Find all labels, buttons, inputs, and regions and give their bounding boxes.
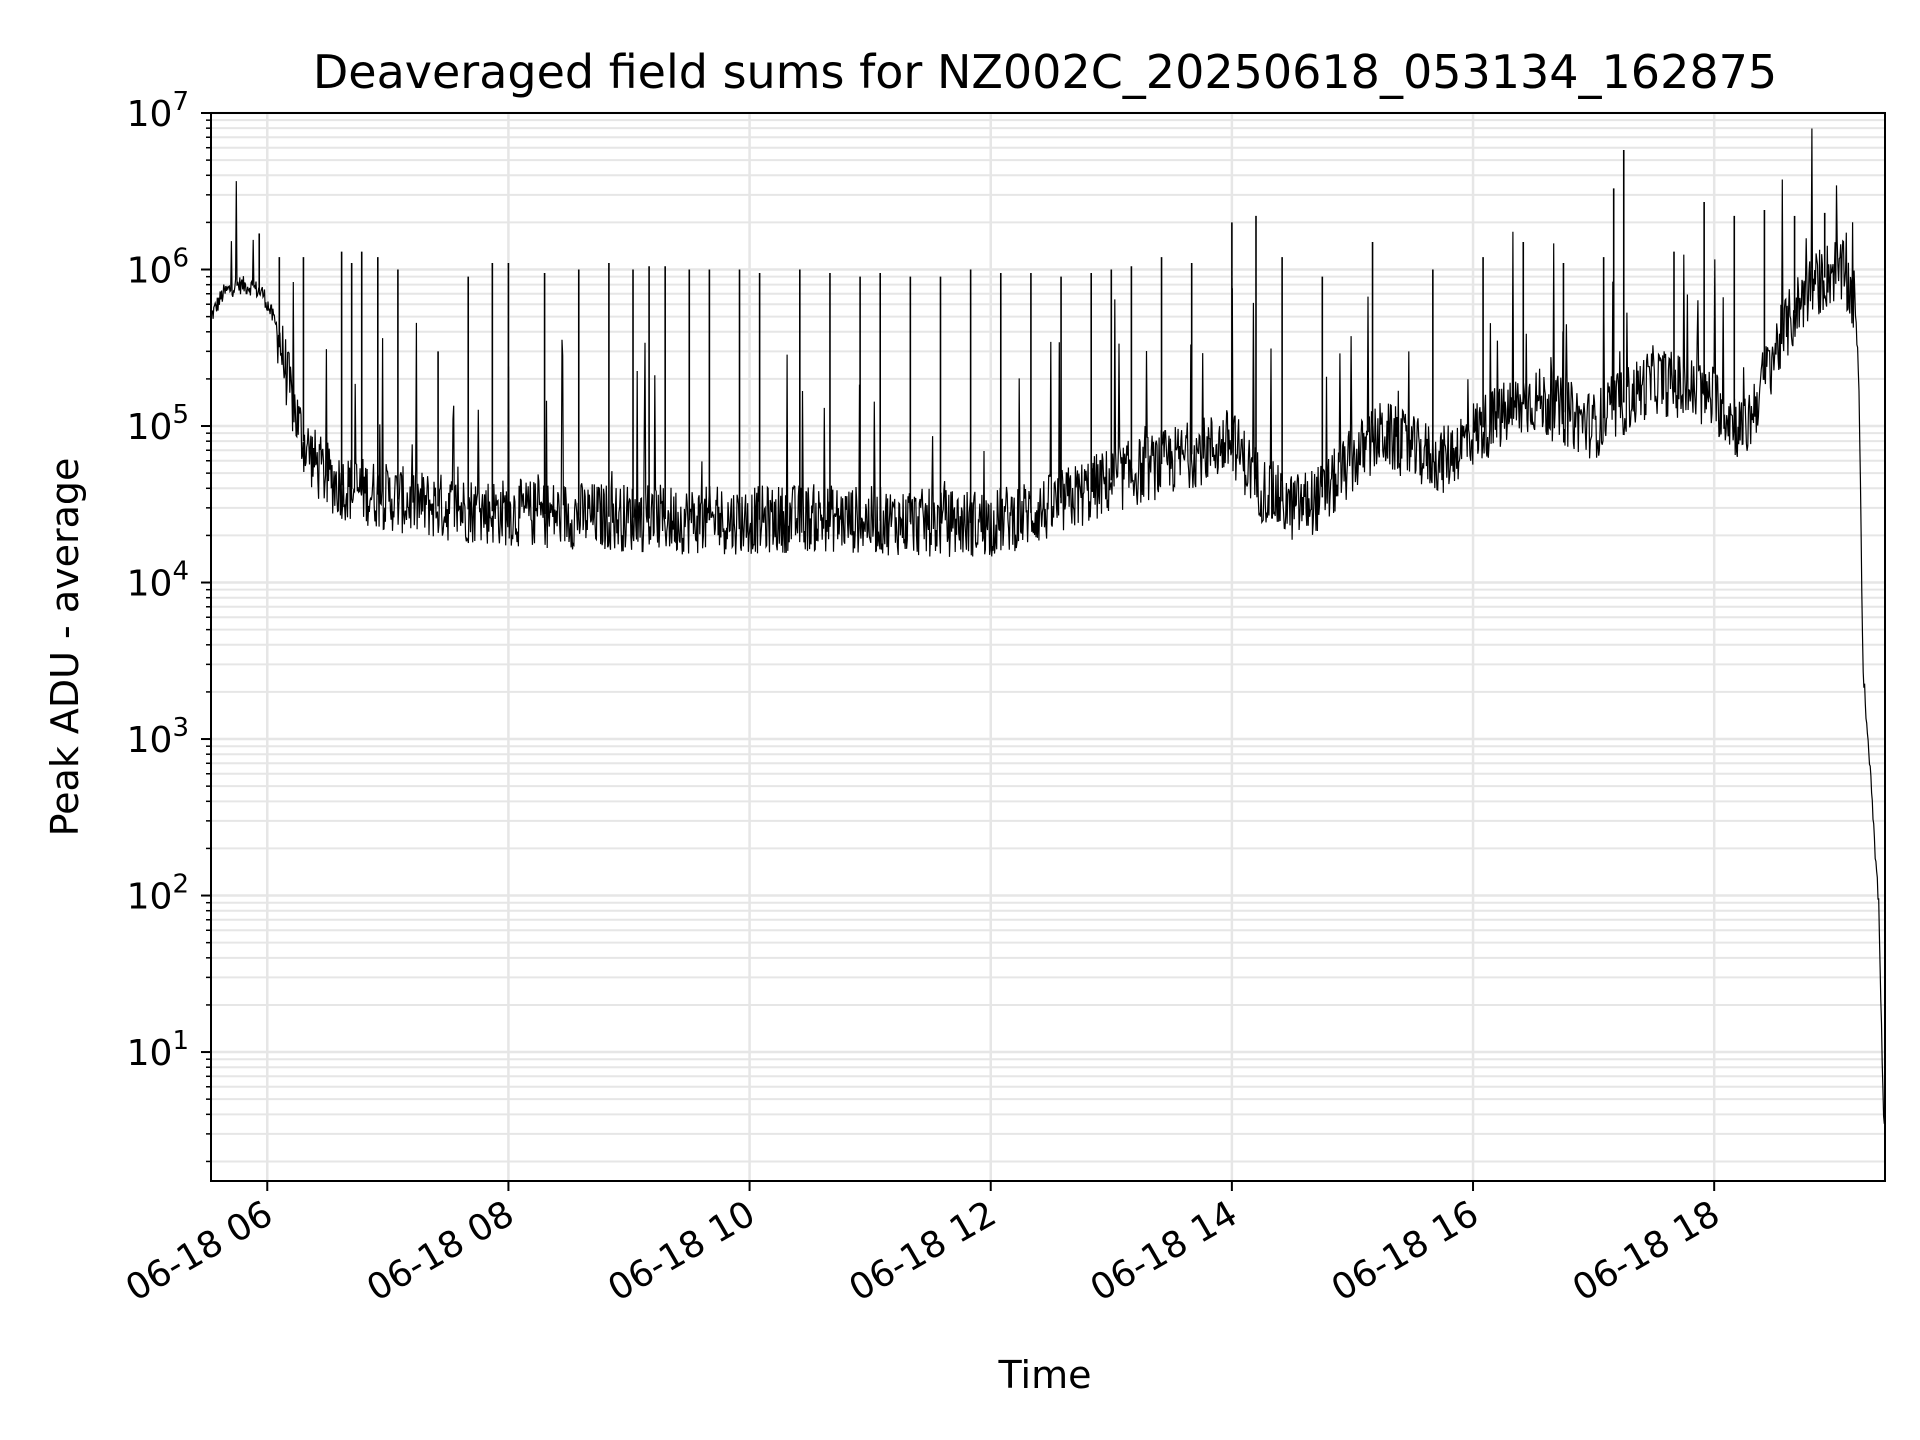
y-tick-label: 107 (127, 87, 189, 135)
series-line (210, 128, 1885, 1124)
y-axis-label: Peak ADU - average (43, 458, 87, 837)
y-tick-label: 102 (127, 870, 189, 918)
chart-title: Deaveraged field sums for NZ002C_2025061… (313, 45, 1777, 99)
y-tick-label: 105 (127, 400, 189, 448)
y-tick-label: 101 (127, 1026, 189, 1074)
y-axis-ticks: 101 102 103 104 105 106 107 (127, 87, 211, 1163)
minor-gridlines (211, 119, 1885, 1163)
y-tick-label: 103 (127, 713, 189, 761)
data-series (210, 128, 1885, 1124)
y-tick-label: 106 (127, 244, 189, 292)
x-axis-label: Time (998, 1353, 1092, 1397)
plot-frame (210, 112, 1886, 1182)
y-tick-label: 104 (127, 557, 189, 605)
